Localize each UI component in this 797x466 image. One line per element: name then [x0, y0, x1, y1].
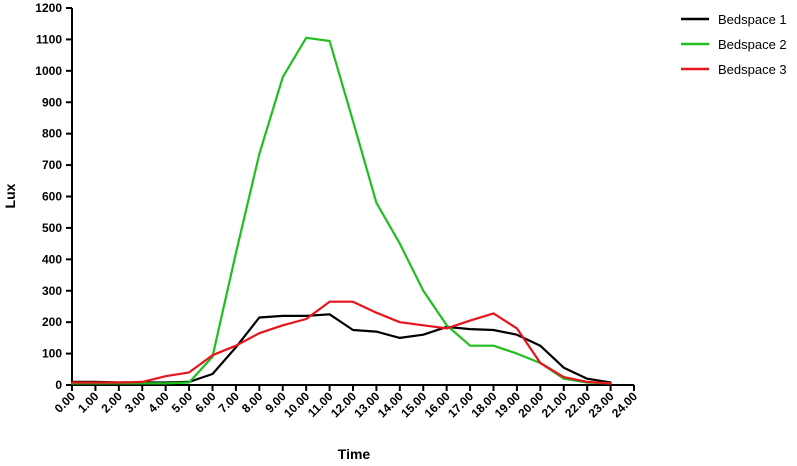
x-tick-label: 22.00 [562, 389, 593, 420]
x-tick-label: 20.00 [515, 389, 546, 420]
y-tick-label: 300 [42, 284, 62, 298]
x-tick-label: 3.00 [122, 389, 149, 416]
legend-label-3: Bedspace 3 [718, 62, 787, 77]
x-tick-label: 19.00 [492, 389, 523, 420]
x-tick-label: 15.00 [398, 389, 429, 420]
x-tick-label: 7.00 [216, 389, 243, 416]
y-axis-title: Lux [2, 183, 18, 208]
y-tick-label: 1100 [36, 32, 62, 46]
y-tick-label: 400 [42, 252, 62, 266]
y-tick-label: 200 [42, 315, 62, 329]
y-tick-label: 800 [42, 127, 62, 141]
y-tick-label: 1000 [35, 64, 62, 78]
x-tick-label: 11.00 [305, 389, 336, 420]
x-tick-label: 6.00 [192, 389, 219, 416]
x-tick-label: 12.00 [328, 389, 359, 420]
x-tick-label: 1.00 [75, 389, 102, 416]
x-tick-label: 21.00 [539, 389, 570, 420]
x-tick-label: 5.00 [169, 389, 196, 416]
y-tick-label: 100 [42, 347, 62, 361]
x-tick-label: 0.00 [52, 389, 79, 416]
x-tick-label: 23.00 [586, 389, 617, 420]
y-tick-label: 0 [55, 378, 62, 392]
legend: Bedspace 1 Bedspace 2 Bedspace 3 [681, 12, 787, 77]
x-tick-label: 17.00 [445, 389, 476, 420]
y-tick-label: 500 [42, 221, 62, 235]
y-tick-label: 900 [42, 95, 62, 109]
x-tick-label: 13.00 [351, 389, 382, 420]
x-tick-label: 2.00 [99, 389, 126, 416]
x-tick-label: 24.00 [609, 389, 640, 420]
legend-label-1: Bedspace 1 [718, 12, 787, 27]
series-line-3 [70, 300, 612, 385]
x-tick-label: 8.00 [239, 389, 266, 416]
x-tick-label: 18.00 [468, 389, 499, 420]
x-axis-title: Time [338, 446, 371, 462]
y-axis-ticks: 0 100 200 300 400 500 600 700 800 900 1000 1100 1200 [35, 1, 72, 392]
x-tick-label: 16.00 [422, 389, 453, 420]
x-tick-label: 10.00 [281, 389, 312, 420]
x-axis-ticks: 0.001.002.003.004.005.006.007.008.009.00… [52, 385, 640, 420]
series-line-2 [70, 36, 612, 385]
legend-label-2: Bedspace 2 [718, 37, 787, 52]
x-tick-label: 14.00 [375, 389, 406, 420]
y-tick-label: 600 [42, 190, 62, 204]
series-lines [70, 36, 612, 385]
y-tick-label: 700 [42, 158, 62, 172]
y-tick-label: 1200 [35, 1, 62, 15]
x-tick-label: 4.00 [145, 389, 172, 416]
